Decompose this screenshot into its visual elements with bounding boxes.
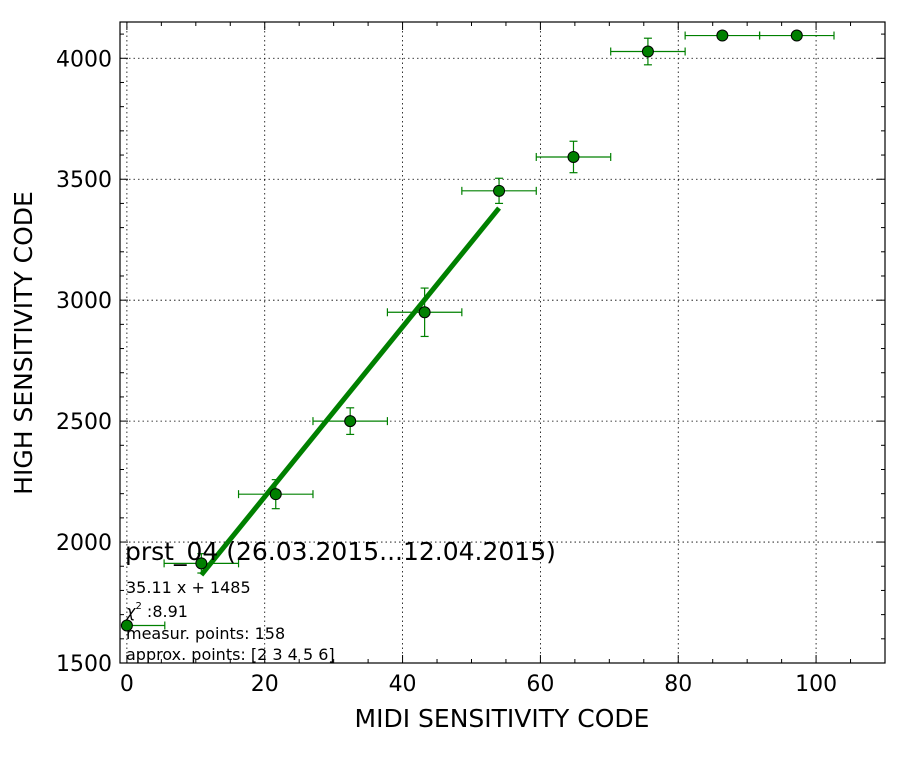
chi-symbol: χ xyxy=(125,602,136,621)
data-point xyxy=(344,415,357,428)
chi-exponent: 2 xyxy=(135,601,141,612)
x-tick-labels: 0 20 40 60 80 100 xyxy=(120,672,837,697)
data-point xyxy=(790,29,803,42)
annotation-equation: 35.11 x + 1485 xyxy=(126,578,251,597)
grid-lines xyxy=(120,22,885,663)
data-point xyxy=(120,619,133,632)
x-tick-label: 100 xyxy=(795,672,837,697)
annotation-title: prst_04 (26.03.2015...12.04.2015) xyxy=(125,537,556,566)
y-tick-label: 2500 xyxy=(56,410,112,435)
y-axis-label: HIGH SENSITIVITY CODE xyxy=(9,191,38,495)
y-tick-label: 1500 xyxy=(56,652,112,677)
y-tick-label: 4000 xyxy=(56,47,112,72)
tick-marks xyxy=(120,22,885,664)
y-tick-label: 2000 xyxy=(56,531,112,556)
data-point xyxy=(418,306,431,319)
y-tick-label: 3500 xyxy=(56,168,112,193)
y-tick-labels: 1500 2000 2500 3000 3500 4000 xyxy=(56,47,112,677)
fit-line xyxy=(199,206,501,577)
data-point xyxy=(269,488,282,501)
annotation-measur-points: measur. points: 158 xyxy=(126,624,285,643)
data-point xyxy=(195,557,208,570)
x-axis-label: MIDI SENSITIVITY CODE xyxy=(355,704,650,733)
chi-value: :8.91 xyxy=(142,602,188,621)
fit-layer xyxy=(199,206,501,577)
data-point xyxy=(567,150,580,163)
annotation-approx-points: approx. points: [2 3 4 5 6] xyxy=(126,645,335,664)
annotation-chi-square: χ2 :8.91 xyxy=(125,601,188,621)
y-tick-label: 3000 xyxy=(56,289,112,314)
data-points xyxy=(120,29,803,632)
x-tick-label: 40 xyxy=(389,672,417,697)
data-point xyxy=(641,45,654,58)
data-point xyxy=(493,184,506,197)
x-tick-label: 80 xyxy=(664,672,692,697)
x-tick-label: 60 xyxy=(526,672,554,697)
data-point xyxy=(716,29,729,42)
x-tick-label: 20 xyxy=(251,672,279,697)
annotations: prst_04 (26.03.2015...12.04.2015) 35.11 … xyxy=(125,537,556,664)
x-tick-label: 0 xyxy=(120,672,134,697)
plot-frame xyxy=(119,21,886,664)
